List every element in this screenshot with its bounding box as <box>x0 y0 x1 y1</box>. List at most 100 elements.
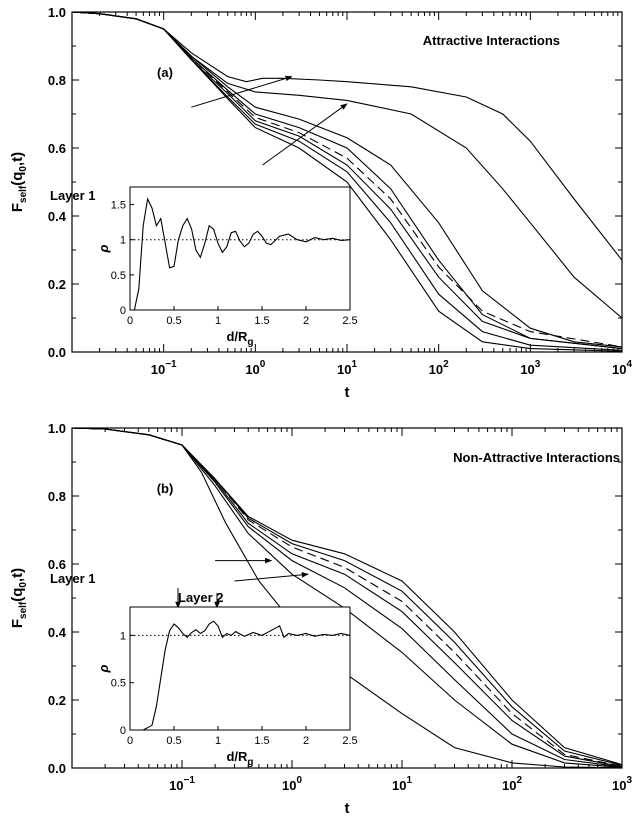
y-tick-label: 0.8 <box>48 73 66 88</box>
x-tick-label: 101 <box>337 359 357 377</box>
x-tick-base: 10 <box>612 778 626 793</box>
x-tick-exponent: 0 <box>296 775 302 786</box>
inset-y-label: ρ <box>96 664 111 673</box>
inset-x-tick-label: 0.5 <box>166 315 181 327</box>
inset-frame <box>129 606 351 731</box>
y-axis-label: Fself(q0,t) <box>9 568 29 628</box>
y-axis-label-part: F <box>9 203 26 212</box>
y-axis-label-part: (q <box>9 588 26 602</box>
panel-label: (a) <box>157 65 173 80</box>
series-line-7 <box>71 427 623 769</box>
y-tick-label: 0.6 <box>48 557 66 572</box>
series-line-8 <box>71 11 623 352</box>
x-tick-base: 10 <box>392 778 406 793</box>
annotation-layer-1: Layer 1 <box>50 188 96 203</box>
inset-x-tick-label: 1 <box>215 315 221 327</box>
x-tick-label: 102 <box>502 775 522 793</box>
x-tick-base: 10 <box>337 362 351 377</box>
inset-x-tick-label: 2 <box>303 735 309 747</box>
inset-x-tick-label: 1.5 <box>254 315 269 327</box>
inset-y-tick-label: 0.5 <box>111 678 126 690</box>
inset-y-label: ρ <box>96 244 111 253</box>
annotation-layer-2: Layer 2 <box>178 590 224 605</box>
x-tick-base: 10 <box>502 778 516 793</box>
y-tick-label: 0.0 <box>48 761 66 776</box>
annotation-arrow-2 <box>234 571 309 582</box>
x-axis-label: t <box>345 384 350 401</box>
inset-x-tick-label: 0 <box>127 735 133 747</box>
y-axis-label: Fself(q0,t) <box>9 152 29 212</box>
inset-x-tick-label: 1.5 <box>254 735 269 747</box>
y-axis-label-part: self <box>18 185 29 203</box>
panel-b: 0.00.20.40.60.81.010−1 100 101 102 103Non-At… <box>9 421 632 817</box>
x-tick-label: 100 <box>282 775 302 793</box>
series-group <box>71 427 623 769</box>
series-group <box>71 11 623 352</box>
x-tick-base: 10 <box>169 778 183 793</box>
y-tick-label: 0.4 <box>48 625 67 640</box>
inset-plot: 0 0.5 1 1.5 2 2.500.511.5d/Rgρ <box>96 186 358 348</box>
inset-x-label-sub: g <box>247 337 253 348</box>
x-axis-label: t <box>345 800 350 817</box>
inset-x-tick-label: 2 <box>303 315 309 327</box>
x-tick-label: 104 <box>612 359 632 377</box>
annotation-arrow-2 <box>262 103 348 166</box>
inset-x-tick-label: 0 <box>127 315 133 327</box>
y-axis-label-part: ,t) <box>9 568 26 582</box>
x-tick-label: 10−1 <box>151 359 177 377</box>
y-axis-label-part: ,t) <box>9 152 26 166</box>
x-tick-base: 10 <box>151 362 165 377</box>
y-axis-label-part: (q <box>9 172 26 186</box>
x-tick-exponent: 1 <box>351 359 357 370</box>
x-tick-exponent: 3 <box>626 775 632 786</box>
annotation-layer-1: Layer 1 <box>50 571 96 586</box>
inset-y-tick-label: 1 <box>120 235 126 247</box>
x-tick-exponent: 0 <box>260 359 266 370</box>
y-tick-label: 1.0 <box>48 5 66 20</box>
y-tick-label: 0.2 <box>48 693 66 708</box>
inset-density-profile <box>133 197 351 311</box>
inset-plot: 0 0.5 1 1.5 2 2.5 0 0.5 1 d/Rg ρ <box>96 606 358 768</box>
inset-y-tick-label: 0 <box>120 725 126 737</box>
inset-x-tick-label: 2.5 <box>342 315 357 327</box>
x-tick-base: 10 <box>245 362 259 377</box>
x-tick-label: 103 <box>612 775 632 793</box>
inset-x-label-sub: g <box>247 757 253 768</box>
inset-x-label: d/Rg <box>226 329 253 348</box>
y-axis-label-part: self <box>18 601 29 619</box>
inset-y-tick-label: 0.5 <box>111 270 126 282</box>
x-tick-exponent: 4 <box>626 359 632 370</box>
series-line-5 <box>71 11 623 348</box>
y-tick-label: 0.0 <box>48 345 66 360</box>
inset-y-tick-label: 0 <box>120 305 126 317</box>
panel-label: (b) <box>157 481 174 496</box>
y-tick-label: 0.8 <box>48 489 66 504</box>
panel-a: 0.00.20.40.60.81.010−1 100 101 102 103 104Att… <box>9 5 632 401</box>
inset-y-tick-label: 1 <box>120 630 126 642</box>
y-tick-label: 0.6 <box>48 141 66 156</box>
x-tick-label: 10−1 <box>169 775 195 793</box>
x-tick-exponent: 2 <box>516 775 522 786</box>
x-tick-exponent: 2 <box>443 359 449 370</box>
y-tick-label: 1.0 <box>48 421 66 436</box>
inset-x-label-main: d/R <box>226 749 248 764</box>
chart-title: Non-Attractive Interactions <box>453 450 620 465</box>
inset-x-tick-label: 2.5 <box>342 735 357 747</box>
x-tick-label: 100 <box>245 359 265 377</box>
x-tick-base: 10 <box>520 362 534 377</box>
inset-x-tick-label: 0.5 <box>166 735 181 747</box>
inset-x-label-main: d/R <box>226 329 248 344</box>
y-tick-label: 0.4 <box>48 209 67 224</box>
inset-frame <box>129 186 351 311</box>
x-tick-label: 101 <box>392 775 412 793</box>
x-tick-base: 10 <box>429 362 443 377</box>
inset-x-tick-label: 1 <box>215 735 221 747</box>
annotation-arrow-1 <box>191 75 293 108</box>
inset-density-profile <box>142 620 351 731</box>
x-tick-exponent: 3 <box>535 359 541 370</box>
y-axis-label-part: F <box>9 619 26 628</box>
inset-y-tick-label: 1.5 <box>111 200 126 212</box>
y-axis-label-part: 0 <box>18 166 29 172</box>
x-tick-label: 102 <box>429 359 449 377</box>
